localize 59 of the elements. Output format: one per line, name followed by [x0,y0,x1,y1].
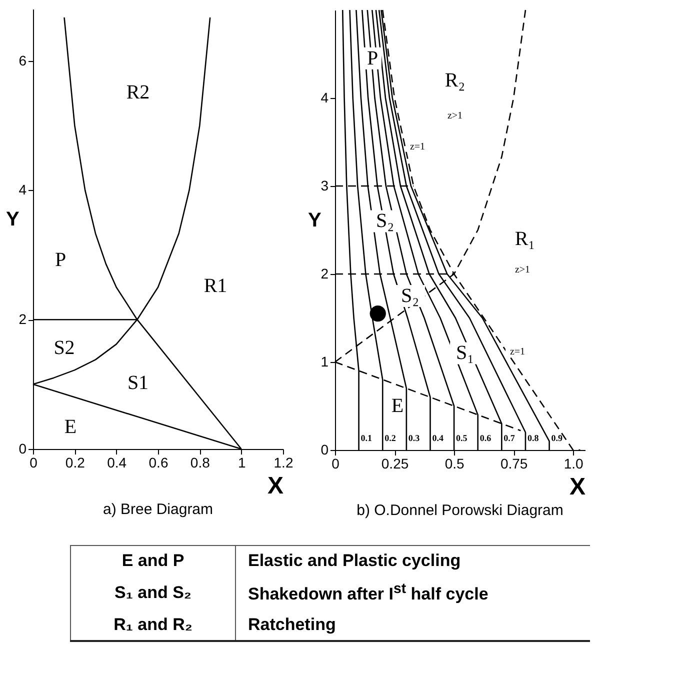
annotation: S2 [54,336,75,359]
text: b) O.Donnel Porowski Diagram [356,502,564,519]
annotation: R2 [126,82,150,104]
annotation: z=1 [510,346,526,358]
y-tick-label: 2 [320,266,329,282]
y-tick-label: 2 [18,311,27,328]
x-tick-label: 0.75 [500,456,528,472]
text: a) Bree Diagram [102,501,214,518]
y-tick-label: 4 [320,90,329,106]
series-label: 0.4 [432,433,444,443]
annotation: P [54,248,66,271]
series-label: 0.7 [504,433,516,443]
y-tick-label: 1 [320,354,329,370]
x-tick-label: 0 [30,454,38,470]
y-tick-label: 0 [18,440,27,456]
annotation: z>1 [447,110,463,122]
series-label: 0.8 [527,433,540,443]
x-tick-label: 1 [238,454,246,470]
x-tick-label: 1.0 [564,456,584,472]
annotation: E [391,395,404,417]
annotation: z>1 [514,264,530,276]
x-axis-title: X [267,472,284,500]
x-tick-label: 0 [332,456,340,472]
y-tick-label: 4 [18,182,27,198]
annotation: S₂ [400,285,420,307]
annotation: S₁ [456,342,474,364]
series-label: 0.9 [551,433,564,443]
text: Elastic and Plastic cycling [247,550,462,572]
series-label: 0.2 [384,433,396,443]
y-tick-label: 3 [320,178,329,194]
x-tick-label: 0.5 [444,456,464,472]
series-label: 0.5 [456,433,468,443]
x-tick-label: 0.8 [190,454,210,470]
text: Ratcheting [247,614,337,636]
y-tick-label: 0 [320,442,329,458]
x-tick-label: 0.4 [107,454,127,470]
annotation: S1 [127,372,149,394]
series-label: 0.6 [480,433,492,443]
text: E and P [70,546,236,576]
text: S₁ and S₂ [70,576,236,610]
annotation: S₂ [376,210,394,232]
annotation: P [366,47,378,70]
x-tick-label: 0.2 [65,454,86,470]
x-axis-title: X [569,474,586,500]
annotation: R₁ [514,228,536,250]
annotation: R₂ [444,69,466,92]
y-tick-label: 6 [18,52,27,68]
x-tick-label: 1.2 [274,454,294,470]
annotation: z=1 [410,141,426,152]
x-tick-label: 0.6 [148,454,168,470]
y-axis-title: Y [6,208,20,230]
series-label: 0.3 [408,433,420,443]
x-tick-label: 0.25 [381,456,409,472]
annotation: R1 [204,275,228,298]
annotation: E [64,416,77,438]
series-label: 0.1 [360,433,373,443]
text: Shakedown after I$^{st}$ half cycle [247,580,490,606]
y-axis-title: Y [308,210,322,232]
text: R₁ and R₂ [70,610,236,641]
